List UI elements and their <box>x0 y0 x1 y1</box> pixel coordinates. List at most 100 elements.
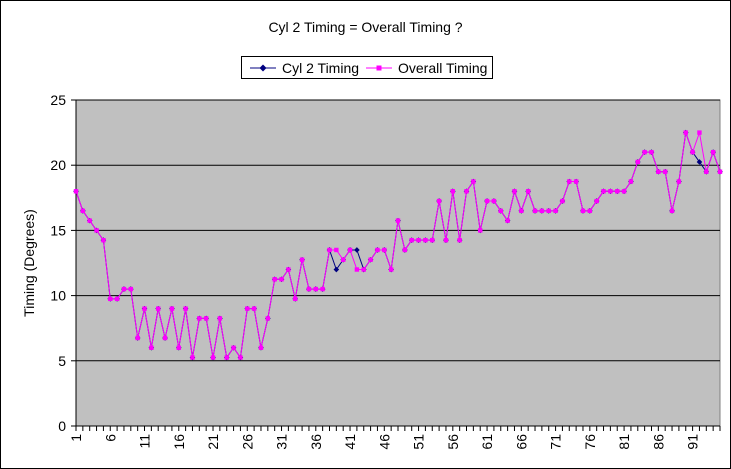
series-1-point-41 <box>354 267 360 272</box>
x-tick-label-4: 21 <box>205 434 221 450</box>
legend-marker-overall <box>366 65 392 71</box>
series-1-point-86 <box>662 169 668 174</box>
series-1-point-54 <box>443 237 449 243</box>
series-1-point-26 <box>251 306 257 311</box>
series-1-point-78 <box>608 189 613 194</box>
series-1-point-15 <box>176 345 181 350</box>
y-tick-label-1: 5 <box>58 353 66 369</box>
series-1-point-21 <box>217 316 223 321</box>
x-tick-label-16: 81 <box>616 434 632 450</box>
series-1-point-45 <box>382 247 387 253</box>
legend: Cyl 2 Timing Overall Timing <box>241 56 493 79</box>
series-1-point-32 <box>293 296 298 302</box>
x-tick-label-14: 71 <box>548 434 564 450</box>
series-1-point-53 <box>436 198 442 204</box>
series-0-point-38 <box>333 266 340 273</box>
series-1-point-80 <box>621 189 627 194</box>
y-tick-label-3: 15 <box>50 222 66 238</box>
y-tick-label-0: 0 <box>58 418 66 434</box>
series-1-point-23 <box>231 345 236 350</box>
x-tick-label-17: 86 <box>650 434 666 450</box>
series-1-point-87 <box>669 208 675 214</box>
series-1-point-55 <box>450 189 456 194</box>
series-1-point-51 <box>423 237 428 243</box>
series-1-point-49 <box>409 237 414 243</box>
series-1-point-44 <box>375 247 380 253</box>
series-1-point-69 <box>546 208 551 214</box>
series-1-point-85 <box>656 169 661 174</box>
series-1-point-13 <box>162 335 168 341</box>
series-0-point-91 <box>696 159 703 165</box>
series-1-point-29 <box>272 277 277 282</box>
series-1-point-66 <box>525 189 531 194</box>
series-0-point-41 <box>354 247 360 253</box>
x-tick-label-1: 6 <box>102 434 118 442</box>
series-1-point-59 <box>478 228 483 233</box>
series-1-point-84 <box>649 149 654 155</box>
series-1-point-92 <box>704 169 709 174</box>
chart-title: Cyl 2 Timing = Overall Timing ? <box>268 19 463 35</box>
series-1-point-75 <box>587 208 593 214</box>
series-1-point-90 <box>690 149 695 155</box>
y-tick-label-4: 20 <box>50 157 66 173</box>
x-tick-label-2: 11 <box>137 434 153 449</box>
x-tick-label-8: 41 <box>342 434 358 450</box>
series-1-point-47 <box>395 218 401 223</box>
series-1-point-94 <box>717 169 723 174</box>
series-1-point-50 <box>416 237 421 243</box>
series-1-point-12 <box>156 306 161 311</box>
series-1-point-63 <box>505 218 510 223</box>
legend-label-overall: Overall Timing <box>398 60 488 76</box>
series-1-point-72 <box>567 179 572 184</box>
x-tick-label-18: 91 <box>685 434 701 450</box>
series-1-point-18 <box>197 316 202 321</box>
series-1-point-73 <box>573 179 579 184</box>
plot-area <box>75 99 721 427</box>
series-1-point-7 <box>121 286 127 292</box>
series-1-point-74 <box>580 208 586 214</box>
series-1-point-56 <box>457 237 462 243</box>
series-1-point-62 <box>498 208 503 214</box>
series-1-point-64 <box>512 189 517 194</box>
series-1-point-61 <box>491 198 497 204</box>
series-1-point-76 <box>594 198 599 204</box>
series-1-point-70 <box>553 208 558 214</box>
series-1-point-2 <box>87 218 92 223</box>
x-tick-label-0: 1 <box>68 434 84 442</box>
x-tick-label-12: 61 <box>479 434 495 450</box>
series-1-point-19 <box>203 316 209 321</box>
legend-label-cyl2: Cyl 2 Timing <box>282 60 360 76</box>
series-1-point-88 <box>676 179 682 184</box>
series-1-point-93 <box>710 149 716 155</box>
x-tick-label-5: 26 <box>239 434 255 450</box>
x-tick-label-3: 16 <box>171 434 187 450</box>
series-1-point-39 <box>340 257 346 262</box>
x-tick-label-9: 46 <box>376 434 392 450</box>
series-1-point-37 <box>327 247 332 253</box>
series-1-point-68 <box>539 208 545 214</box>
y-tick-label-2: 10 <box>50 288 66 304</box>
series-1-point-57 <box>464 189 469 194</box>
series-1-point-67 <box>532 208 538 214</box>
y-axis-title: Timing (Degrees) <box>21 209 37 317</box>
series-1-point-60 <box>484 198 490 204</box>
series-1-point-38 <box>334 247 339 253</box>
series-1-point-91 <box>697 130 702 135</box>
series-1-point-0 <box>73 189 79 194</box>
x-tick-label-11: 56 <box>445 434 461 450</box>
series-1-point-16 <box>183 306 188 311</box>
series-1-point-24 <box>238 355 243 360</box>
series-1-point-36 <box>320 286 325 292</box>
series-1-point-3 <box>94 228 99 233</box>
series-1-point-6 <box>114 296 120 302</box>
y-tick-label-5: 25 <box>50 92 66 108</box>
series-1-point-46 <box>388 267 394 272</box>
series-1-point-30 <box>279 277 284 282</box>
series-1-point-58 <box>471 179 476 184</box>
x-tick-label-10: 51 <box>411 434 427 450</box>
series-1-point-77 <box>601 189 606 194</box>
series-1-point-82 <box>635 159 640 165</box>
series-1-point-1 <box>80 208 86 214</box>
series-1-point-34 <box>306 286 312 292</box>
series-1-point-25 <box>245 306 250 311</box>
